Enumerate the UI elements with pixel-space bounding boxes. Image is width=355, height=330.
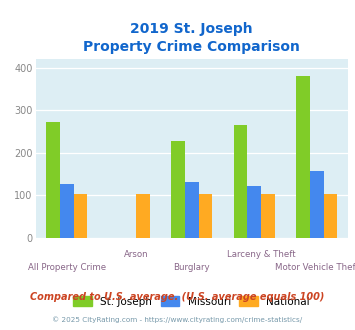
Bar xyxy=(73,194,87,238)
Bar xyxy=(323,194,337,238)
Bar xyxy=(198,194,212,238)
Text: Larceny & Theft: Larceny & Theft xyxy=(227,250,295,259)
Bar xyxy=(46,122,60,238)
Text: © 2025 CityRating.com - https://www.cityrating.com/crime-statistics/: © 2025 CityRating.com - https://www.city… xyxy=(53,316,302,323)
Bar xyxy=(171,141,185,238)
Bar xyxy=(136,194,150,238)
Bar xyxy=(296,76,310,238)
Text: Compared to U.S. average. (U.S. average equals 100): Compared to U.S. average. (U.S. average … xyxy=(30,292,325,302)
Title: 2019 St. Joseph
Property Crime Comparison: 2019 St. Joseph Property Crime Compariso… xyxy=(83,22,300,54)
Bar xyxy=(234,125,247,238)
Bar xyxy=(261,194,275,238)
Bar xyxy=(60,184,73,238)
Legend: St. Joseph, Missouri, National: St. Joseph, Missouri, National xyxy=(73,296,310,307)
Bar xyxy=(247,186,261,238)
Text: Motor Vehicle Theft: Motor Vehicle Theft xyxy=(275,263,355,272)
Bar xyxy=(185,182,198,238)
Text: All Property Crime: All Property Crime xyxy=(28,263,106,272)
Text: Burglary: Burglary xyxy=(173,263,210,272)
Text: Arson: Arson xyxy=(124,250,148,259)
Bar xyxy=(310,171,323,238)
